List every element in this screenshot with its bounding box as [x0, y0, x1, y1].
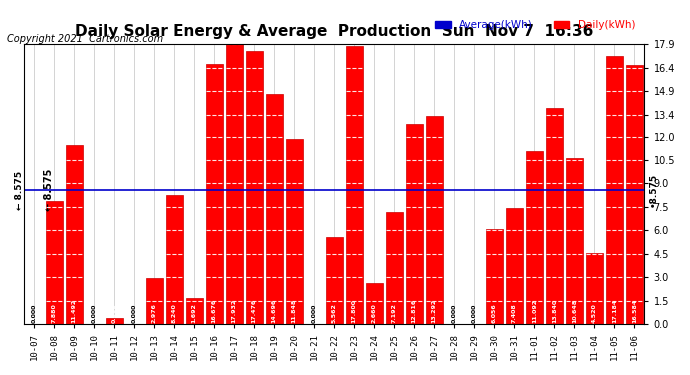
Text: 10.648: 10.648	[572, 299, 577, 323]
Text: 6.056: 6.056	[492, 304, 497, 323]
Bar	[246, 51, 263, 324]
Bar	[226, 44, 243, 324]
Bar	[426, 116, 443, 324]
Bar	[206, 64, 223, 324]
Text: 16.584: 16.584	[632, 299, 637, 323]
Bar	[286, 139, 303, 324]
Text: 0.000: 0.000	[32, 304, 37, 323]
Bar	[406, 124, 423, 324]
Text: 14.696: 14.696	[272, 299, 277, 323]
Text: ← 8.575: ← 8.575	[15, 171, 24, 210]
Text: 7.192: 7.192	[392, 303, 397, 323]
Text: 0.000: 0.000	[312, 304, 317, 323]
Text: 11.492: 11.492	[72, 299, 77, 323]
Bar	[346, 46, 363, 324]
Text: 13.292: 13.292	[432, 299, 437, 323]
Bar	[66, 144, 83, 324]
Bar	[506, 209, 523, 324]
Bar	[566, 158, 583, 324]
Text: 16.676: 16.676	[212, 299, 217, 323]
Text: Copyright 2021  Cartronics.com: Copyright 2021 Cartronics.com	[7, 34, 163, 44]
Bar	[46, 201, 63, 324]
Bar	[586, 254, 603, 324]
Bar	[186, 298, 203, 324]
Text: 0.000: 0.000	[132, 304, 137, 323]
Text: 17.800: 17.800	[352, 299, 357, 323]
Text: 0.000: 0.000	[452, 304, 457, 323]
Bar	[626, 65, 643, 324]
Bar	[366, 282, 383, 324]
Bar	[106, 318, 123, 324]
Text: 7.880: 7.880	[52, 304, 57, 323]
Text: 7.408: 7.408	[512, 304, 517, 323]
Bar	[546, 108, 563, 324]
Text: 17.932: 17.932	[232, 299, 237, 323]
Bar	[526, 151, 543, 324]
Text: 1.692: 1.692	[192, 303, 197, 323]
Bar	[326, 237, 343, 324]
Bar	[486, 230, 503, 324]
Bar	[266, 94, 283, 324]
Text: 5.562: 5.562	[332, 303, 337, 323]
Bar	[146, 278, 163, 324]
Text: 4.520: 4.520	[592, 304, 597, 323]
Text: 2.660: 2.660	[372, 304, 377, 323]
Text: 11.092: 11.092	[532, 299, 537, 323]
Bar	[166, 195, 183, 324]
Legend: Average(kWh), Daily(kWh): Average(kWh), Daily(kWh)	[431, 16, 639, 34]
Text: 0.000: 0.000	[92, 304, 97, 323]
Text: 11.848: 11.848	[292, 299, 297, 323]
Bar	[386, 212, 403, 324]
Title: Daily Solar Energy & Average  Production  Sun  Nov 7  16:36: Daily Solar Energy & Average Production …	[75, 24, 593, 39]
Text: 8.240: 8.240	[172, 304, 177, 323]
Text: 13.840: 13.840	[552, 299, 557, 323]
Text: 0.368: 0.368	[112, 304, 117, 323]
Text: 0.000: 0.000	[472, 304, 477, 323]
Text: 17.476: 17.476	[252, 299, 257, 323]
Text: 12.816: 12.816	[412, 299, 417, 323]
Text: 17.184: 17.184	[612, 299, 617, 323]
Text: 2.976: 2.976	[152, 303, 157, 323]
Text: •8.575: •8.575	[649, 173, 658, 207]
Text: ← 8.575: ← 8.575	[44, 169, 54, 211]
Bar	[606, 56, 623, 324]
